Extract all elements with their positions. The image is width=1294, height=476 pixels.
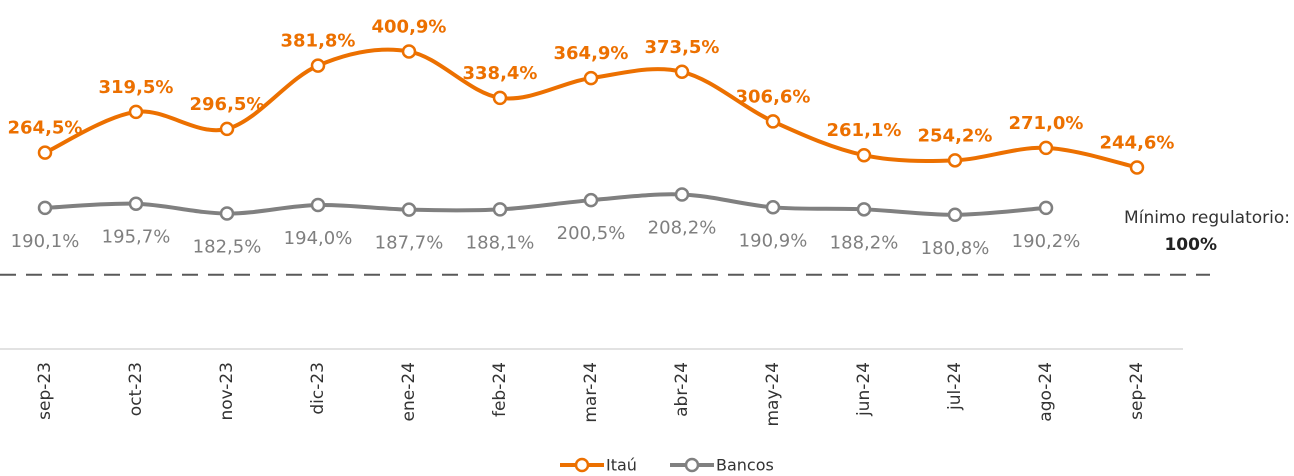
point: [674, 187, 690, 202]
point: [401, 44, 417, 59]
point: [674, 64, 690, 80]
point: [310, 58, 326, 73]
value-label: 180,8%: [921, 238, 990, 259]
value-label: 190,2%: [1012, 231, 1081, 252]
x-tick-label: jul-24: [945, 362, 965, 411]
x-tick-label: sep-23: [35, 362, 55, 420]
point: [492, 202, 508, 217]
value-label: 381,8%: [281, 31, 356, 52]
value-label: 400,9%: [372, 16, 447, 37]
value-label: 190,9%: [739, 230, 808, 251]
point: [765, 114, 781, 129]
value-label: 244,6%: [1100, 132, 1175, 153]
point: [583, 192, 599, 208]
reference-text: Mínimo regulatorio:: [1124, 208, 1290, 228]
x-tick-label: jun-24: [854, 362, 874, 417]
point: [765, 200, 781, 215]
x-tick-label: dic-23: [308, 362, 328, 415]
value-label: 182,5%: [193, 237, 262, 258]
point: [856, 147, 872, 163]
value-label: 200,5%: [557, 223, 626, 244]
value-label: 319,5%: [99, 77, 174, 98]
value-label: 188,2%: [830, 232, 899, 253]
value-label: 187,7%: [375, 233, 444, 254]
x-tick-label: mar-24: [581, 362, 601, 423]
point: [219, 206, 235, 221]
value-label: 338,4%: [463, 63, 538, 84]
point: [492, 90, 508, 106]
point: [856, 202, 872, 217]
value-label: 208,2%: [648, 217, 717, 238]
value-label: 306,6%: [736, 86, 811, 107]
point: [947, 207, 963, 223]
point: [401, 202, 417, 217]
x-tick-label: abr-24: [672, 362, 692, 417]
point: [219, 121, 235, 137]
series-line: [44, 192, 1047, 217]
value-label: 271,0%: [1009, 113, 1084, 134]
value-label: 254,2%: [918, 125, 993, 146]
legend-label: Bancos: [716, 456, 774, 475]
point: [128, 104, 144, 120]
reference-label: 100%: [1164, 235, 1217, 255]
value-label: 190,1%: [11, 231, 80, 252]
x-tick-label: ago-24: [1036, 362, 1056, 422]
value-label: 264,5%: [8, 118, 83, 139]
value-label: 364,9%: [554, 43, 629, 64]
x-tick-label: feb-24: [490, 362, 510, 417]
x-tick-label: ene-24: [399, 362, 419, 421]
value-label: 373,5%: [645, 37, 720, 58]
point: [1038, 140, 1054, 156]
point: [37, 145, 53, 160]
point: [1038, 200, 1054, 216]
legend-label: Itaú: [606, 456, 637, 475]
point: [310, 197, 326, 213]
point: [947, 153, 963, 168]
point: [1129, 160, 1145, 175]
point: [128, 196, 144, 211]
x-tick-label: oct-23: [126, 362, 146, 416]
value-label: 296,5%: [190, 94, 265, 115]
x-tick-label: sep-24: [1127, 362, 1147, 420]
legend-marker: [574, 457, 590, 473]
value-label: 195,7%: [102, 227, 171, 248]
value-label: 194,0%: [284, 228, 353, 249]
x-tick-label: nov-23: [217, 362, 237, 421]
value-label: 261,1%: [827, 120, 902, 141]
point: [37, 200, 53, 216]
value-label: 188,1%: [466, 232, 535, 253]
point: [583, 70, 599, 86]
x-tick-label: may-24: [763, 362, 783, 427]
legend-marker: [684, 457, 700, 473]
